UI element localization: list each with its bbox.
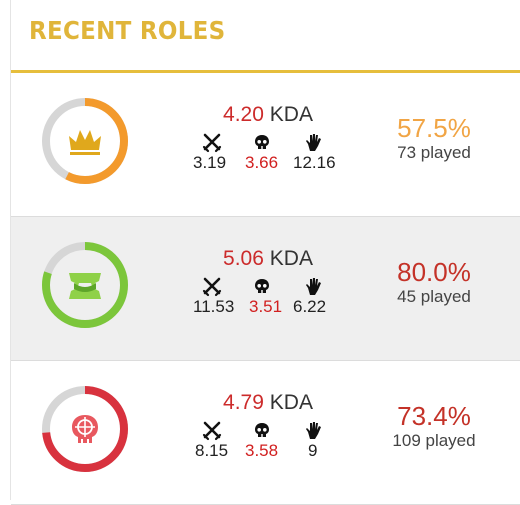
ring-arc: [42, 386, 128, 472]
kda-value: 4.20: [223, 103, 264, 126]
kda-line: 4.79 KDA: [173, 391, 363, 415]
crown-icon: [69, 130, 101, 155]
skull-icon: [255, 279, 269, 293]
kda-label: KDA: [269, 391, 313, 414]
kda-line: 5.06 KDA: [173, 247, 363, 271]
deaths-value: 3.58: [245, 441, 279, 460]
deaths-value: 3.66: [245, 153, 279, 172]
assists-value: 6.22: [293, 297, 327, 316]
games-played: 73 played: [397, 143, 471, 162]
card-title: RECENT ROLES: [29, 16, 226, 45]
deaths-value: 3.51: [249, 297, 283, 316]
kda-line: 4.20 KDA: [173, 103, 363, 127]
stat-icons: [173, 133, 363, 155]
win-rate: 57.5% 73 played: [369, 113, 499, 163]
stat-icons: [173, 421, 363, 443]
role-row-2[interactable]: 5.06 KDA 11.53 3.: [11, 217, 520, 361]
recent-roles-card: RECENT ROLES 4.20 KDA: [10, 0, 520, 505]
crossed-swords-icon: [202, 277, 222, 297]
role-row-1[interactable]: 4.20 KDA 3.19 3.6: [11, 73, 520, 217]
kda-value: 4.79: [223, 391, 264, 414]
kills-value: 11.53: [193, 297, 235, 316]
skull-icon: [255, 423, 269, 437]
ring-arc: [42, 242, 128, 328]
ring-svg: [42, 242, 128, 328]
stat-values: 11.53 3.51 6.22: [173, 297, 363, 319]
stat-icons: [173, 277, 363, 299]
win-percentage: 73.4%: [397, 401, 471, 431]
card-header: RECENT ROLES: [11, 0, 520, 73]
stat-values: 3.19 3.66 12.16: [173, 153, 363, 175]
kda-stats: 5.06 KDA 11.53 3.: [173, 247, 363, 316]
win-rate-ring: [39, 383, 131, 475]
crossed-swords-icon: [202, 421, 222, 441]
fangs-icon: [69, 273, 101, 299]
crossed-swords-icon: [202, 133, 222, 153]
kda-stats: 4.79 KDA 8.15 3.5: [173, 391, 363, 460]
ring-svg: [42, 98, 128, 184]
win-rate: 80.0% 45 played: [369, 257, 499, 307]
kda-label: KDA: [269, 247, 313, 270]
hand-icon: [306, 134, 321, 151]
kda-label: KDA: [269, 103, 313, 126]
kills-value: 8.15: [195, 441, 229, 460]
skull-icon: [255, 135, 269, 149]
ring-svg: [42, 386, 128, 472]
role-row-3[interactable]: 4.79 KDA 8.15 3.5: [11, 361, 520, 505]
stat-values: 8.15 3.58 9: [173, 441, 363, 463]
assists-value: 12.16: [293, 153, 336, 172]
hand-icon: [306, 278, 321, 295]
kda-value: 5.06: [223, 247, 264, 270]
assists-value: 9: [308, 441, 318, 460]
games-played: 45 played: [397, 287, 471, 306]
kills-value: 3.19: [193, 153, 227, 172]
win-percentage: 57.5%: [397, 113, 471, 143]
win-rate: 73.4% 109 played: [369, 401, 499, 451]
skull-crosshair-icon: [72, 415, 98, 443]
kda-stats: 4.20 KDA 3.19 3.6: [173, 103, 363, 172]
hand-icon: [306, 422, 321, 439]
win-rate-ring: [39, 239, 131, 331]
games-played: 109 played: [392, 431, 476, 450]
win-rate-ring: [39, 95, 131, 187]
win-percentage: 80.0%: [397, 257, 471, 287]
ring-arc: [42, 98, 128, 184]
